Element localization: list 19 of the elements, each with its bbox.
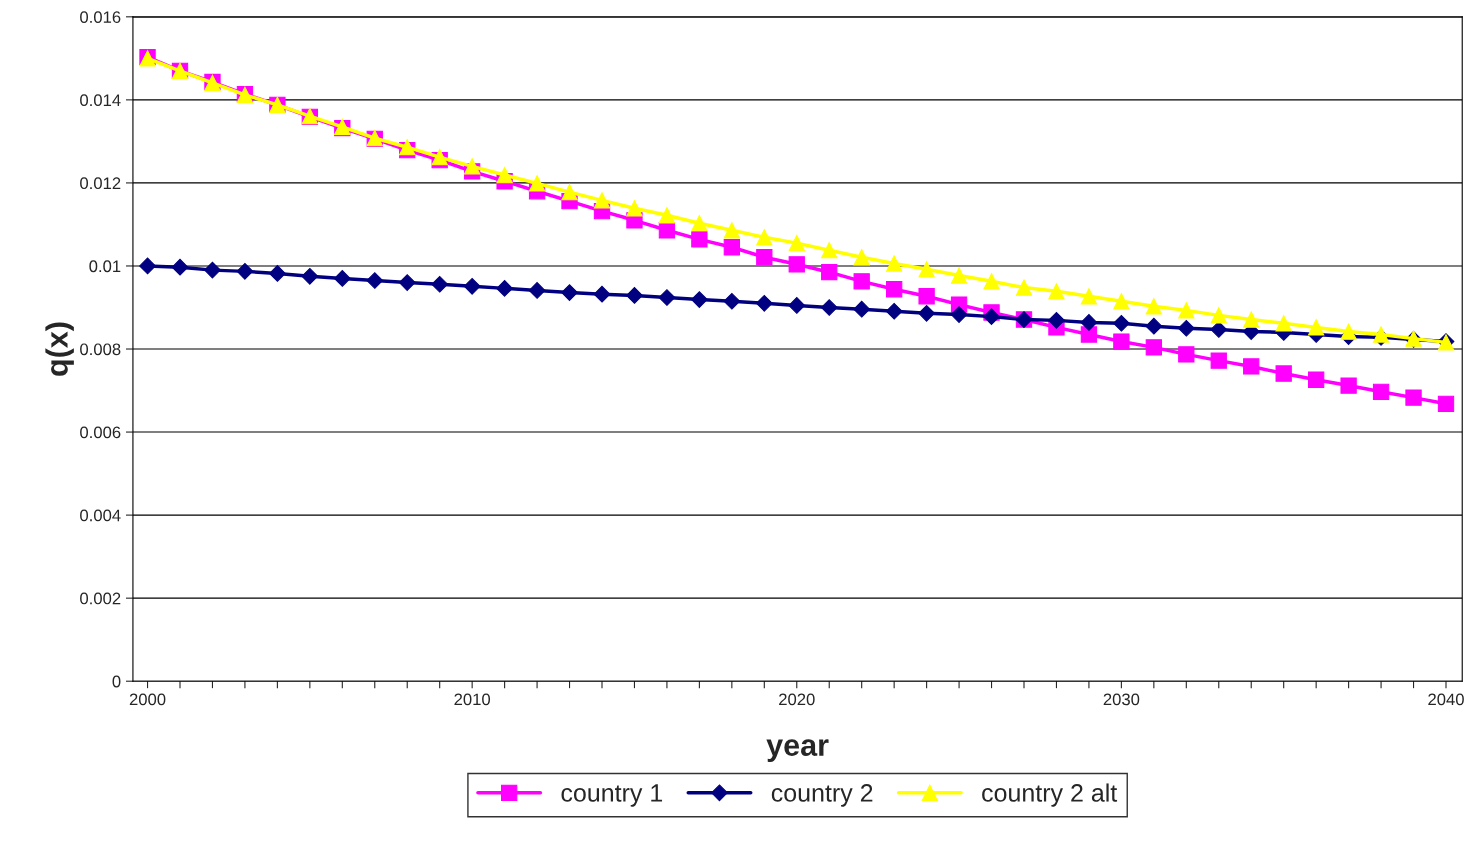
legend-label: country 1 [561, 784, 663, 807]
x-tick-label: 2000 [129, 693, 166, 706]
y-tick-label: 0.006 [80, 426, 121, 439]
x-axis-title: year [766, 739, 829, 763]
y-axis-title: q(x) [45, 322, 74, 376]
legend-label: country 2 alt [982, 783, 1118, 807]
y-tick-label: 0.014 [80, 94, 121, 107]
y-tick-label: 0.002 [80, 592, 121, 605]
y-tick-label: 0.01 [89, 260, 121, 273]
x-tick-label: 2040 [1428, 693, 1464, 706]
x-tick-label: 2020 [779, 693, 815, 706]
y-tick-label: 0.004 [80, 509, 121, 522]
y-tick-label: 0.008 [80, 343, 121, 356]
y-tick-label: 0 [112, 675, 121, 688]
y-tick-label: 0.016 [80, 11, 121, 24]
legend-label: country 2 [771, 784, 873, 807]
y-tick-label: 0.012 [80, 177, 121, 190]
x-tick-label: 2030 [1103, 693, 1140, 706]
x-tick-label: 2010 [454, 693, 491, 706]
